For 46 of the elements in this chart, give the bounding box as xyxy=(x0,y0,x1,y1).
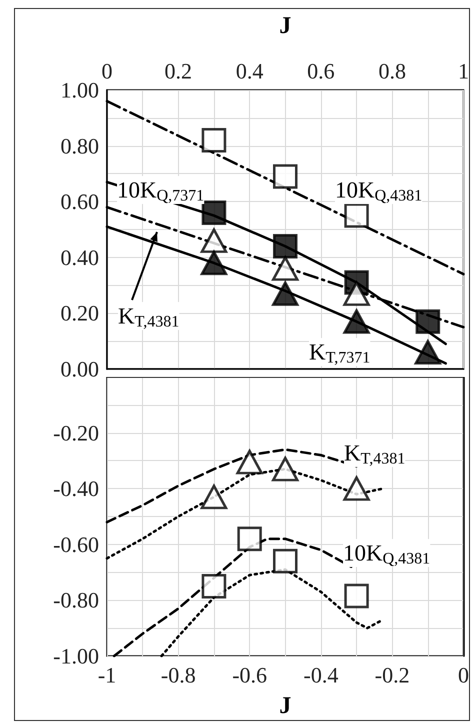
x-tick-label: 0.8 xyxy=(378,58,406,84)
x-tick-label: -0.2 xyxy=(374,662,410,688)
y-tick-label: -0.20 xyxy=(53,420,99,446)
point xyxy=(414,340,442,365)
point xyxy=(236,450,263,474)
x-axis-title: J xyxy=(279,13,292,39)
x-tick-label: -0.4 xyxy=(303,662,338,688)
point xyxy=(273,164,298,189)
y-tick-label: 1.00 xyxy=(60,78,99,102)
point xyxy=(200,228,228,253)
y-tick-label: -0.40 xyxy=(53,476,99,502)
point xyxy=(272,456,298,482)
x-tick-label: 0 xyxy=(458,662,469,688)
point xyxy=(272,281,298,306)
y-tick-label: 0.80 xyxy=(60,133,99,158)
y-tick-label: -0.60 xyxy=(53,532,99,557)
point xyxy=(237,526,262,552)
y-tick-label: -1.00 xyxy=(53,644,99,668)
x-tick-label: -0.8 xyxy=(160,662,196,688)
x-axis-title: J xyxy=(279,693,292,719)
point xyxy=(272,256,298,281)
point xyxy=(344,203,369,228)
point xyxy=(202,128,226,152)
y-tick-label: 0.60 xyxy=(60,189,99,214)
point xyxy=(273,548,298,574)
y-tick-label: 0.40 xyxy=(60,244,99,270)
point xyxy=(343,281,370,306)
point xyxy=(200,484,228,510)
point xyxy=(273,234,298,258)
point xyxy=(343,309,370,334)
x-tick-label: -1 xyxy=(98,662,116,688)
point xyxy=(344,584,369,608)
x-tick-label: 0.4 xyxy=(236,58,264,84)
point xyxy=(202,574,226,598)
point xyxy=(416,309,440,334)
y-tick-label: 0.00 xyxy=(60,356,99,382)
x-tick-label: 1 xyxy=(458,58,469,84)
x-tick-label: 0.6 xyxy=(307,58,335,84)
x-tick-label: 0.2 xyxy=(164,58,192,84)
point xyxy=(343,476,370,501)
point xyxy=(200,250,228,276)
x-tick-label: -0.6 xyxy=(232,662,268,688)
x-tick-label: 0 xyxy=(102,58,112,84)
y-tick-label: 0.20 xyxy=(60,300,99,326)
point xyxy=(202,200,226,226)
y-tick-label: -0.80 xyxy=(53,588,99,613)
